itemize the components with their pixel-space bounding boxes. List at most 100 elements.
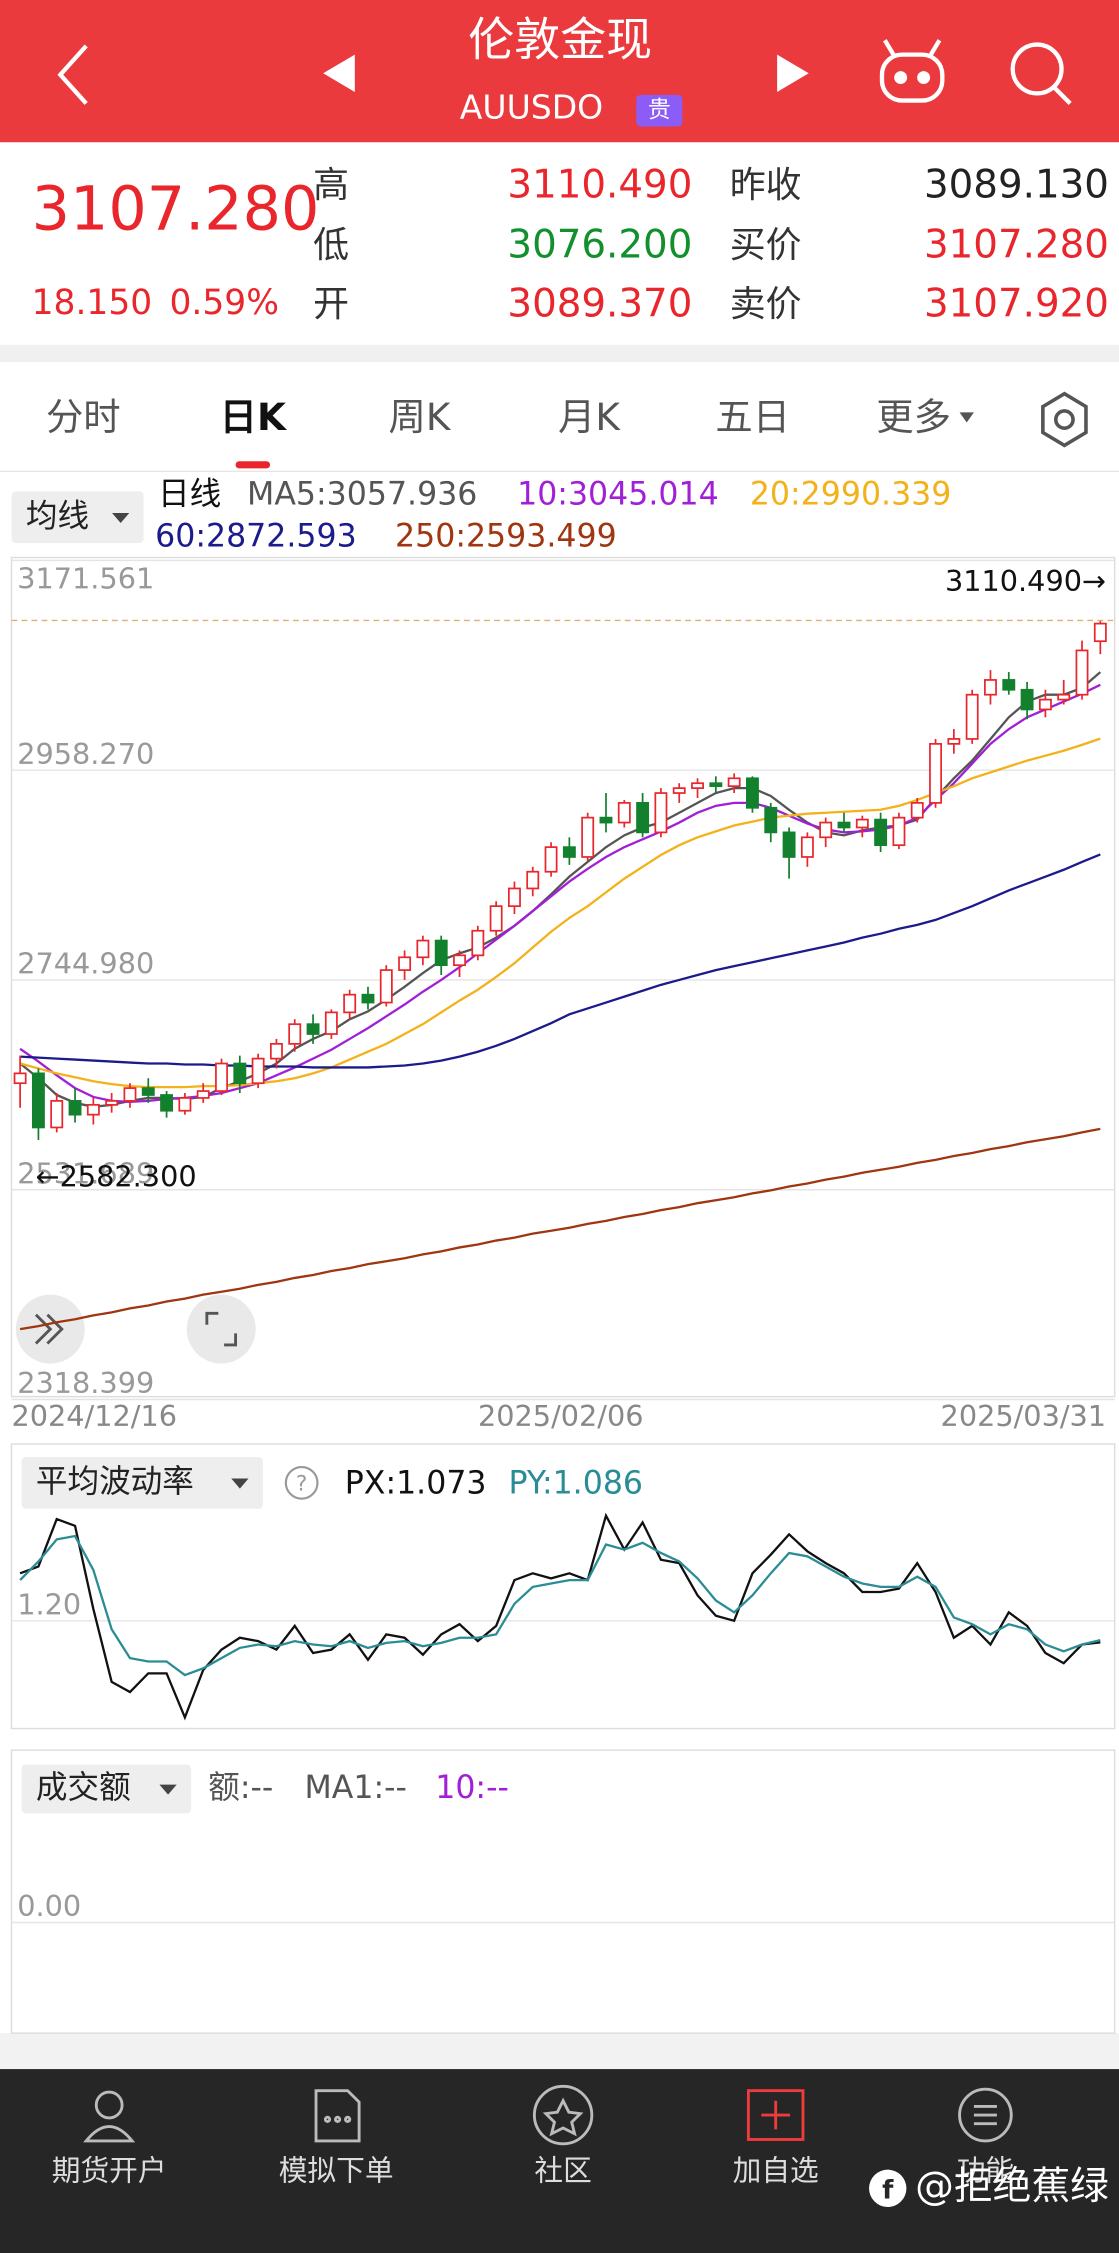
candle-body	[233, 1062, 247, 1085]
collapse-button[interactable]	[15, 1294, 85, 1364]
nav-label[interactable]: 功能	[957, 2154, 1014, 2188]
legend-entry: 250:2593.499	[395, 518, 617, 554]
series-line	[19, 1512, 1101, 1721]
robot-icon[interactable]	[879, 39, 945, 103]
candle-body	[508, 887, 521, 908]
change-pct: 0.59%	[170, 283, 279, 323]
y-tick-label: 2744.980	[17, 947, 154, 981]
last-price: 3107.280	[32, 174, 320, 244]
selector-label[interactable]: 均线	[26, 498, 89, 534]
candle-body	[50, 1100, 64, 1129]
selector-arrow	[159, 1784, 177, 1795]
nav-label[interactable]: 期货开户	[52, 2154, 167, 2188]
candle-body	[13, 1072, 27, 1085]
prev-button[interactable]	[323, 54, 355, 92]
candle-body	[141, 1087, 155, 1096]
chart-frame	[10, 556, 1116, 1398]
candle-body	[398, 956, 412, 971]
tab[interactable]: 分时	[46, 395, 121, 439]
legend-entry: 10:3045.014	[517, 477, 719, 513]
quote-value: 3107.920	[924, 282, 1109, 327]
annotation: 3110.490→	[945, 564, 1106, 598]
selector-label[interactable]: 平均波动率	[36, 1464, 194, 1500]
selector-bg[interactable]	[21, 1764, 192, 1814]
candle-body	[984, 679, 997, 696]
legend-entry: 10:--	[435, 1770, 509, 1806]
y-tick-label: 3171.561	[17, 561, 154, 595]
candle-body	[636, 802, 650, 834]
dropdown-arrow	[959, 412, 974, 423]
legend-entry: 60:2872.593	[155, 518, 357, 554]
candle-body	[343, 993, 357, 1014]
candle-body	[269, 1042, 283, 1060]
tab[interactable]: 月K	[558, 395, 621, 439]
selector-bg[interactable]	[21, 1456, 263, 1509]
watermark-icon: f	[869, 2169, 907, 2208]
legend-entry: MA5:3057.936	[247, 477, 477, 513]
back-button[interactable]	[57, 44, 88, 105]
tab[interactable]: 五日	[715, 395, 790, 439]
candle-body	[324, 1011, 338, 1035]
candle-body	[86, 1103, 100, 1116]
selector-label[interactable]: 成交额	[36, 1770, 131, 1806]
bottom-nav	[0, 2069, 1119, 2253]
series-line	[19, 1534, 1101, 1677]
candle-body	[855, 818, 869, 829]
candle-body	[709, 782, 723, 788]
title: 伦敦金现	[468, 13, 652, 67]
quote-value: 3089.370	[507, 282, 692, 327]
settings-icon[interactable]	[1041, 391, 1088, 448]
x-tick-label: 2024/12/16	[11, 1399, 177, 1433]
legend-entry: 额:--	[208, 1770, 273, 1806]
tab[interactable]: 日K	[220, 395, 288, 439]
nav-label[interactable]: 模拟下单	[279, 2154, 394, 2188]
tab-indicator	[235, 461, 271, 469]
candle-body	[306, 1023, 320, 1035]
candle-body	[123, 1087, 137, 1102]
next-button[interactable]	[777, 54, 809, 92]
fullscreen-button[interactable]	[186, 1294, 256, 1364]
candle-body	[892, 816, 906, 847]
candle-body	[947, 738, 961, 745]
candle-body	[1038, 698, 1052, 711]
symbol-code: AUUSDO	[460, 88, 603, 127]
candle-body	[1075, 649, 1089, 696]
candle-body	[471, 929, 485, 957]
search-icon[interactable]	[1010, 42, 1072, 105]
candle-body	[672, 787, 686, 794]
legend-entry: 20:2990.339	[750, 477, 952, 513]
quote-label: 低	[313, 225, 349, 266]
candle-body	[581, 816, 595, 858]
tab[interactable]: 更多	[876, 395, 951, 439]
candle-body	[361, 993, 375, 1004]
series-line	[19, 737, 1101, 1089]
nav-label[interactable]: 加自选	[733, 2154, 819, 2188]
candle-body	[874, 818, 888, 847]
candle-body	[178, 1097, 192, 1112]
x-tick-label: 2025/02/06	[478, 1399, 644, 1433]
separator	[0, 2033, 1119, 2070]
help-text: ?	[296, 1471, 307, 1496]
candle-body	[288, 1023, 302, 1045]
tab[interactable]: 周K	[389, 395, 452, 439]
candle-body	[910, 802, 924, 819]
x-tick-label: 2025/03/31	[941, 1399, 1107, 1433]
candle-body	[746, 777, 759, 809]
candle-body	[1002, 679, 1016, 691]
selector-bg[interactable]	[11, 491, 144, 544]
candle-body	[727, 777, 741, 788]
candle-body	[526, 870, 540, 890]
watermark: @拒绝蕉绿	[915, 2164, 1109, 2209]
candle-body	[489, 905, 503, 932]
quote-value: 3089.130	[924, 162, 1109, 207]
quote-value: 3110.490	[507, 162, 692, 207]
candle-body	[819, 821, 833, 839]
candle-body	[764, 806, 778, 834]
header-bar	[0, 0, 1119, 143]
help-icon[interactable]	[284, 1465, 319, 1500]
nav-label[interactable]: 社区	[534, 2154, 591, 2188]
annotation: ←2582.300	[36, 1160, 197, 1194]
candle-body	[1020, 688, 1034, 711]
selector-arrow	[231, 1478, 249, 1489]
